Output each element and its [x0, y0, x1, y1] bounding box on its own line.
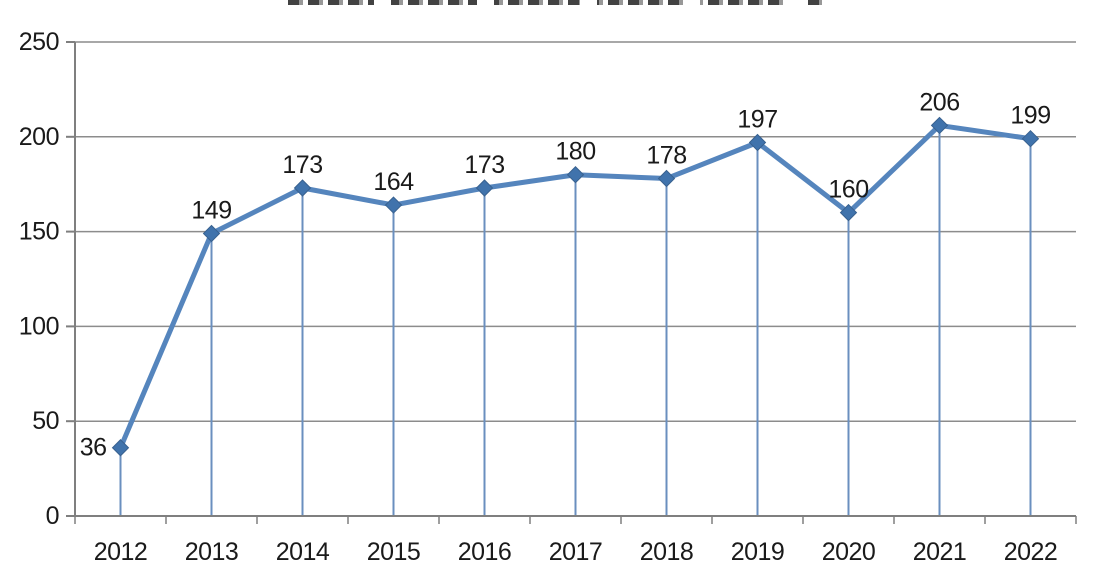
data-label: 199 — [1010, 102, 1050, 130]
x-tick-label: 2019 — [731, 538, 785, 566]
data-point-marker — [839, 203, 858, 222]
data-point-marker — [475, 179, 494, 197]
x-tick-label: 2018 — [640, 538, 694, 566]
data-point-marker — [384, 196, 403, 214]
x-tick-label: 2020 — [822, 538, 876, 566]
x-tick-label: 2016 — [458, 538, 512, 566]
x-tick-label: 2012 — [94, 538, 148, 566]
x-tick-label: 2021 — [913, 538, 967, 566]
data-point-marker — [748, 133, 767, 152]
y-tick-label: 0 — [46, 502, 59, 530]
data-label: 180 — [555, 138, 595, 166]
x-tick-label: 2017 — [549, 538, 603, 566]
data-point-marker — [657, 169, 676, 188]
x-tick-label: 2015 — [367, 538, 421, 566]
data-label: 149 — [191, 196, 231, 224]
x-tick-label: 2013 — [185, 538, 239, 566]
x-tick-label: 2014 — [276, 538, 330, 566]
data-label: 178 — [646, 142, 686, 170]
y-tick-label: 150 — [19, 218, 59, 246]
data-label: 197 — [737, 105, 777, 133]
clipped-title-fragment — [288, 0, 822, 5]
data-point-marker — [566, 166, 585, 184]
data-point-marker — [930, 116, 949, 135]
data-point-marker — [111, 439, 130, 457]
data-label: 36 — [80, 434, 107, 462]
data-label: 173 — [464, 151, 504, 179]
y-tick-label: 200 — [19, 123, 59, 151]
data-point-marker — [1021, 129, 1040, 148]
data-label: 173 — [282, 151, 322, 179]
data-label: 164 — [373, 168, 414, 196]
data-point-marker — [293, 179, 312, 197]
y-tick-label: 50 — [32, 407, 59, 435]
y-tick-label: 250 — [19, 28, 59, 56]
data-label: 206 — [919, 88, 959, 116]
y-tick-label: 100 — [19, 312, 59, 340]
data-label: 160 — [828, 176, 868, 204]
data-point-marker — [202, 224, 221, 243]
x-tick-label: 2022 — [1004, 538, 1058, 566]
